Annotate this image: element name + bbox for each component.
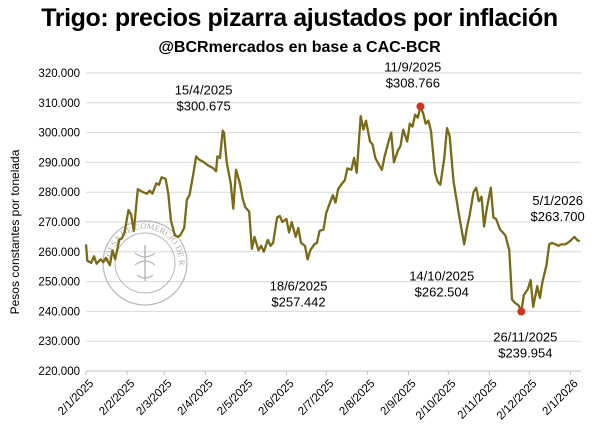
y-tick-label: 280.000 bbox=[38, 187, 80, 199]
x-tick-label: 2/12/2025 bbox=[495, 378, 540, 423]
annotation-date: 5/1/2026 bbox=[532, 193, 583, 208]
annotation-value: $308.766 bbox=[386, 75, 440, 90]
y-tick-label: 240.000 bbox=[38, 306, 80, 318]
x-tick-label: 2/3/2025 bbox=[134, 378, 174, 418]
annotation-value: $239.954 bbox=[498, 346, 552, 361]
x-tick-label: 2/8/2025 bbox=[337, 378, 377, 418]
x-tick-label: 2/1/2026 bbox=[540, 378, 580, 418]
x-tick-label: 2/1/2025 bbox=[56, 378, 96, 418]
annotation-date: 15/4/2025 bbox=[175, 83, 233, 98]
x-tick-label: 2/7/2025 bbox=[296, 378, 336, 418]
y-tick-label: 320.000 bbox=[38, 68, 80, 80]
annotation-marker bbox=[416, 102, 425, 111]
x-tick-label: 2/6/2025 bbox=[256, 378, 296, 418]
x-tick-label: 2/11/2025 bbox=[456, 378, 500, 422]
annotation-value: $300.675 bbox=[176, 99, 230, 114]
y-tick-label: 250.000 bbox=[38, 277, 80, 289]
seal-inner-ring bbox=[114, 232, 176, 294]
y-tick-label: 260.000 bbox=[38, 247, 80, 259]
annotation-date: 18/6/2025 bbox=[270, 278, 328, 293]
x-tick-label: 2/9/2025 bbox=[379, 378, 419, 418]
y-axis-label: Pesos constantes por tonelada bbox=[8, 149, 22, 314]
annotation-date: 11/9/2025 bbox=[384, 59, 441, 74]
series-line bbox=[84, 105, 581, 313]
y-tick-label: 290.000 bbox=[38, 157, 80, 169]
annotation-value: $257.442 bbox=[271, 294, 325, 309]
y-tick-label: 220.000 bbox=[38, 366, 80, 378]
chart-subtitle: @BCRmercados en base a CAC-BCR bbox=[158, 39, 441, 56]
y-axis-ticks: 220.000 230.000 240.000 250.000 260.000 270.0… bbox=[38, 68, 80, 378]
x-tick-label: 2/2/2025 bbox=[97, 378, 137, 418]
x-tick-label: 2/10/2025 bbox=[414, 378, 459, 423]
annotation-date: 14/10/2025 bbox=[409, 268, 474, 283]
y-tick-label: 230.000 bbox=[38, 336, 80, 348]
y-tick-label: 300.000 bbox=[38, 128, 80, 140]
series-line-path bbox=[84, 105, 581, 313]
seal-snakes bbox=[134, 252, 156, 279]
y-tick-label: 310.000 bbox=[38, 98, 80, 110]
annotation-marker bbox=[517, 307, 526, 316]
gridlines bbox=[86, 72, 581, 372]
chart-title: Trigo: precios pizarra ajustados por inf… bbox=[41, 4, 558, 32]
annotation-value: $263.700 bbox=[531, 209, 585, 224]
x-tick-label: 2/5/2025 bbox=[215, 378, 255, 418]
annotations: 15/4/2025$300.675 18/6/2025$257.442 11/9/2… bbox=[175, 59, 585, 360]
y-tick-label: 270.000 bbox=[38, 217, 80, 229]
x-tick-label: 2/4/2025 bbox=[176, 378, 216, 418]
annotation-value: $262.504 bbox=[415, 284, 469, 299]
annotation-date: 26/11/2025 bbox=[493, 330, 557, 345]
